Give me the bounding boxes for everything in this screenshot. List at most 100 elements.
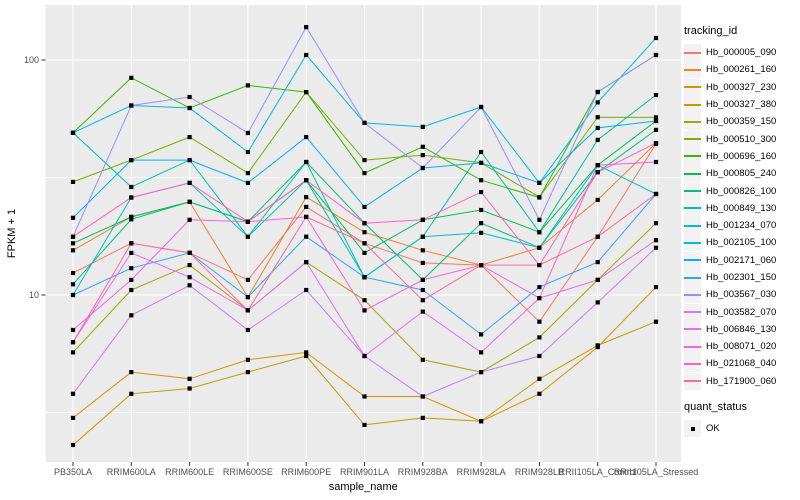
data-point [245,357,250,362]
legend-key-swatch [684,286,701,304]
legend-item-label: Hb_171900_060 [706,375,777,387]
legend-line-icon [684,103,701,106]
x-tick-label: PB350LA [54,467,92,477]
data-point [420,144,425,149]
data-point [653,35,659,41]
data-point [420,394,425,399]
data-point [420,298,425,303]
legend-item-Hb_008071_020: Hb_008071_020 [684,338,799,356]
y-tick-labels: 100 10 [24,55,39,300]
legend-item-Hb_000327_230: Hb_000327_230 [684,78,799,96]
data-point [362,120,367,125]
data-point [479,160,484,165]
data-point [304,353,309,359]
legend-item-Hb_001234_070: Hb_001234_070 [684,217,799,235]
data-point [362,221,367,226]
legend-item-label: Hb_006846_130 [706,323,777,335]
legend-line-icon [684,328,701,331]
data-point [653,221,659,226]
legend-line-icon [684,259,701,262]
data-point [245,327,250,333]
x-tick-labels: PB350LA RRIM600LA RRIM600LE RRIM600SE RRIM60… [54,467,698,477]
legend-item-label: Hb_000327_380 [706,99,777,111]
data-point [537,263,542,268]
data-point [362,171,367,176]
legend-item-Hb_006846_130: Hb_006846_130 [684,320,799,338]
legend-line-icon [684,293,701,296]
legend-key-swatch [684,165,701,183]
data-point [362,241,367,246]
data-point [304,25,309,30]
x-axis-title: sample_name [329,481,398,493]
data-point [129,75,134,80]
y-tick-label: 100 [24,55,39,65]
data-point [653,52,659,58]
legend-key-swatch [684,320,701,338]
data-point [70,391,76,396]
data-point [187,263,192,268]
data-point [362,275,367,280]
legend-item-Hb_021068_040: Hb_021068_040 [684,355,799,373]
data-point [653,115,659,120]
data-point [304,159,309,165]
data-point [420,277,425,282]
legend-key-swatch [684,372,701,390]
legend-item-Hb_003567_030: Hb_003567_030 [684,286,799,304]
legend-line-icon [684,172,701,175]
data-point [537,217,542,222]
black-square-point-icon [690,426,695,431]
legend-line-icon [684,138,701,141]
legend-key-swatch [684,269,701,286]
legend-key-swatch [684,113,701,131]
legend-item-label: Hb_002105_100 [706,237,777,249]
data-point [70,248,76,253]
data-point [595,260,600,265]
legend-item-Hb_003582_070: Hb_003582_070 [684,303,799,321]
quant-status-section: quant_status OK [684,401,799,438]
legend-item-ok: OK [684,420,799,438]
legend-item-label: Hb_003582_070 [706,306,777,318]
legend-title-tracking-id: tracking_id [684,25,738,37]
data-point [420,260,425,265]
legend-item-Hb_000261_160: Hb_000261_160 [684,61,799,79]
data-point [595,100,600,105]
data-point [420,217,425,222]
x-tick-label: RRIM600LE [165,467,214,477]
legend-item-Hb_000005_090: Hb_000005_090 [684,44,799,62]
data-point [70,442,76,448]
x-tick-label: RRIM600LA [107,467,156,477]
data-point [187,158,192,163]
data-point [479,263,484,268]
data-point [245,180,250,185]
data-point [245,171,250,176]
data-point [653,141,659,146]
data-point [420,357,425,362]
data-point [187,283,192,288]
legend-item-Hb_000359_150: Hb_000359_150 [684,113,799,131]
data-point [245,295,250,300]
data-point [595,343,600,348]
x-tick-label: RRII105LA_Control [559,467,637,477]
legend-key-swatch [684,130,701,148]
legend-key-swatch [684,251,701,269]
legend-line-icon [684,345,701,348]
legend-key-swatch [684,355,701,373]
legend-item-label: Hb_000826_100 [706,185,777,197]
data-point [245,234,250,239]
legend-key-swatch [684,78,701,96]
legend-key-swatch [684,147,701,165]
data-point [653,118,659,124]
data-point [245,370,250,375]
data-point [653,245,659,250]
data-point [479,350,484,355]
data-point [537,180,542,185]
legend-key-swatch [684,44,701,62]
data-point [304,52,309,58]
data-point [479,178,484,183]
legend-item-Hb_002171_060: Hb_002171_060 [684,251,799,269]
legend-line-icon [684,155,701,158]
legend-item-Hb_000327_380: Hb_000327_380 [684,96,799,114]
legend-line-icon [684,207,701,210]
data-point [187,386,192,391]
data-point [595,115,600,120]
